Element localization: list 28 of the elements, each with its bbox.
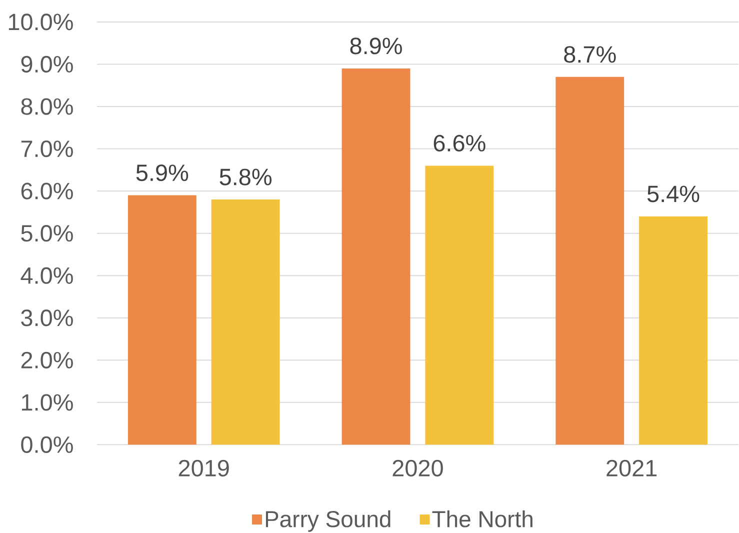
x-tick-label: 2021 [606,460,657,477]
y-tick-label: 6.0% [21,182,73,200]
data-label: 8.9% [350,38,402,54]
bar [639,216,708,445]
x-tick-label: 2020 [392,460,443,477]
data-label: 6.6% [434,135,486,152]
y-tick-label: 8.0% [21,98,73,116]
y-tick-label: 1.0% [22,394,73,411]
data-label: 8.7% [564,46,616,63]
y-tick-label: 10.0% [8,14,73,30]
bar [342,68,410,445]
bar [556,77,624,445]
bar [425,166,494,445]
data-label: 5.9% [136,164,188,182]
y-tick-label: 5.0% [21,225,73,242]
y-tick-label: 9.0% [21,56,73,73]
data-label: 5.4% [647,186,700,202]
legend-label: The North [432,510,532,528]
y-tick-label: 0.0% [21,436,73,454]
y-tick-label: 7.0% [21,140,73,158]
y-tick-label: 4.0% [20,267,73,284]
y-tick-label: 3.0% [21,310,73,326]
bar [211,200,280,445]
x-tick-label: 2019 [178,460,229,477]
data-label: 5.8% [220,168,272,186]
y-tick-label: 2.0% [21,352,73,369]
bar [128,195,196,445]
legend-label: Parry Sound [266,510,390,532]
